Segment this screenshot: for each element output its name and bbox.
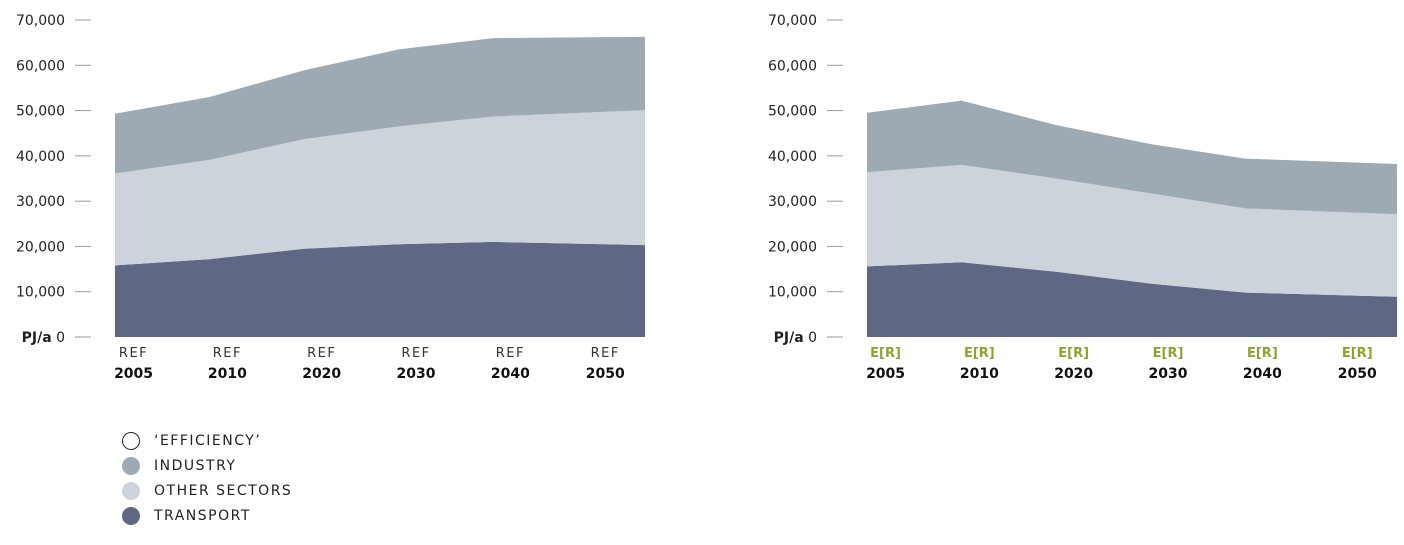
x-scenario-label: REF bbox=[401, 346, 430, 361]
y-tick-label: 30,000 bbox=[16, 194, 65, 210]
y-tick-label: 70,000 bbox=[768, 13, 817, 29]
transport-area bbox=[115, 241, 645, 337]
y-tick-label: 20,000 bbox=[768, 239, 817, 255]
y-tick-label: 70,000 bbox=[16, 13, 65, 29]
efficiency-scenario-chart: 70,000 60,000 50,000 40,000 30,000 20,000 10,0… bbox=[768, 13, 1397, 382]
legend-item-transport: TRANSPORT bbox=[122, 503, 292, 528]
y-tick-label: 40,000 bbox=[768, 149, 817, 165]
x-scenario-label: REF bbox=[496, 346, 525, 361]
y-tick-label: PJ/a 0 bbox=[22, 330, 65, 346]
x-year-label: 2020 bbox=[1054, 366, 1093, 382]
x-scenario-label: REF bbox=[307, 346, 336, 361]
x-scenario-label: E[R] bbox=[1058, 346, 1089, 361]
industry-area bbox=[867, 100, 1397, 215]
legend-item-efficiency: ‘EFFICIENCY’ bbox=[122, 428, 292, 453]
y-tick-label: 10,000 bbox=[768, 285, 817, 301]
y-tick-label: 20,000 bbox=[16, 239, 65, 255]
x-year-label: 2040 bbox=[491, 366, 530, 382]
x-scenario-label: E[R] bbox=[1247, 346, 1278, 361]
industry-area bbox=[115, 36, 645, 174]
y-tick-label: 30,000 bbox=[768, 194, 817, 210]
x-scenario-label: REF bbox=[591, 346, 620, 361]
y-tick-label: 50,000 bbox=[16, 104, 65, 120]
unit-label: PJ/a bbox=[22, 330, 52, 346]
industry-swatch bbox=[122, 456, 140, 475]
legend-item-industry: INDUSTRY bbox=[122, 453, 292, 478]
x-year-label: 2005 bbox=[114, 366, 153, 382]
x-scenario-label: E[R] bbox=[1153, 346, 1184, 361]
legend-label: TRANSPORT bbox=[154, 507, 251, 524]
x-year-label: 2020 bbox=[302, 366, 341, 382]
legend-label: INDUSTRY bbox=[154, 457, 237, 474]
x-scenario-label: E[R] bbox=[870, 346, 901, 361]
legend: ‘EFFICIENCY’ INDUSTRY OTHER SECTORS TRAN… bbox=[122, 428, 292, 528]
y-tick-label: 60,000 bbox=[768, 58, 817, 74]
legend-label: OTHER SECTORS bbox=[154, 482, 293, 499]
y-tick-label: 40,000 bbox=[16, 149, 65, 165]
x-year-label: 2010 bbox=[960, 366, 999, 382]
other-sectors-swatch bbox=[122, 481, 140, 500]
x-year-label: 2050 bbox=[586, 366, 625, 382]
x-year-label: 2040 bbox=[1243, 366, 1282, 382]
y-tick-label: PJ/a 0 bbox=[774, 330, 817, 346]
x-year-label: 2050 bbox=[1338, 366, 1377, 382]
y-tick-label: 10,000 bbox=[16, 285, 65, 301]
other-sectors-area bbox=[867, 164, 1397, 297]
legend-item-other-sectors: OTHER SECTORS bbox=[122, 478, 292, 503]
x-year-label: 2030 bbox=[397, 366, 436, 382]
x-scenario-label: E[R] bbox=[1342, 346, 1373, 361]
y-tick-label: 50,000 bbox=[768, 104, 817, 120]
unit-label: PJ/a bbox=[774, 330, 804, 346]
x-scenario-label: REF bbox=[213, 346, 242, 361]
y-tick-zero: 0 bbox=[52, 330, 65, 346]
efficiency-swatch bbox=[122, 431, 140, 450]
x-scenario-label: E[R] bbox=[964, 346, 995, 361]
transport-area bbox=[867, 262, 1397, 337]
x-year-label: 2010 bbox=[208, 366, 247, 382]
y-tick-zero: 0 bbox=[804, 330, 817, 346]
x-year-label: 2005 bbox=[866, 366, 905, 382]
x-scenario-label: REF bbox=[119, 346, 148, 361]
other-sectors-area bbox=[115, 110, 645, 266]
legend-label: ‘EFFICIENCY’ bbox=[154, 432, 262, 449]
transport-swatch bbox=[122, 506, 140, 525]
ref-scenario-chart: 70,000 60,000 50,000 40,000 30,000 20,000 10,0… bbox=[16, 13, 645, 382]
y-tick-label: 60,000 bbox=[16, 58, 65, 74]
x-year-label: 2030 bbox=[1149, 366, 1188, 382]
